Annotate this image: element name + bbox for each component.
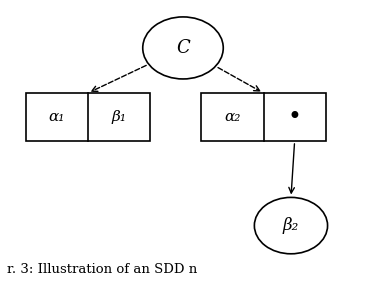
Text: C: C xyxy=(176,39,190,57)
Text: α₂: α₂ xyxy=(224,110,240,124)
Text: α₁: α₁ xyxy=(49,110,65,124)
Bar xyxy=(201,93,326,141)
Text: β₁: β₁ xyxy=(112,110,126,124)
Circle shape xyxy=(254,197,328,254)
Text: β₂: β₂ xyxy=(283,217,299,234)
Text: r. 3: Illustration of an SDD n: r. 3: Illustration of an SDD n xyxy=(7,263,198,276)
Bar xyxy=(26,93,150,141)
Circle shape xyxy=(143,17,223,79)
Text: •: • xyxy=(288,105,302,129)
